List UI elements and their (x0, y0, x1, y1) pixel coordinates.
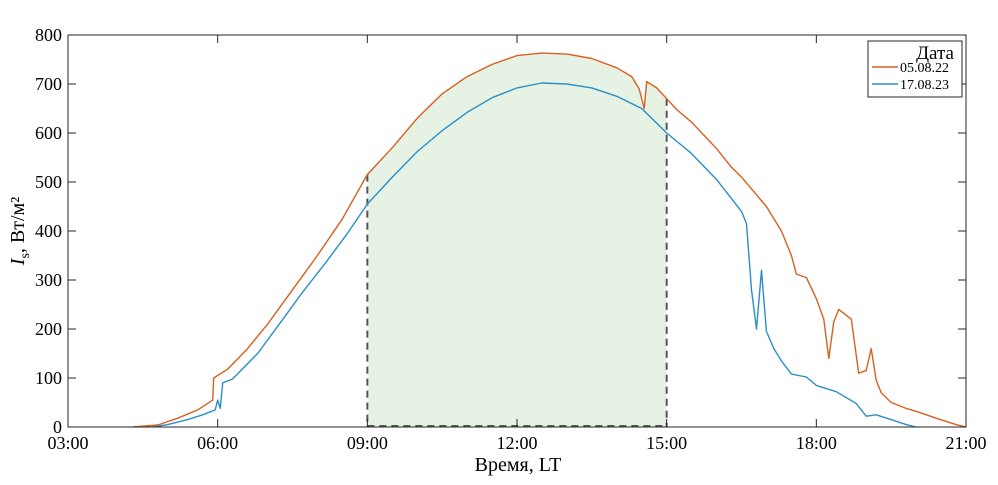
x-tick-label: 21:00 (945, 433, 986, 453)
series-line-2 (152, 82, 917, 428)
series-line-1 (132, 52, 967, 428)
y-tick-label: 600 (35, 123, 62, 143)
x-tick-label: 03:00 (47, 433, 88, 453)
y-tick-label: 300 (35, 270, 62, 290)
legend-box (867, 40, 963, 98)
x-tick-label: 09:00 (347, 433, 388, 453)
y-tick-label: 700 (35, 74, 62, 94)
x-tick-label: 12:00 (496, 433, 537, 453)
legend-title: Дата (916, 43, 954, 64)
y-axis-label: Is, Вт/м² (7, 197, 33, 266)
y-tick-label: 800 (35, 25, 62, 45)
y-tick-label: 100 (35, 368, 62, 388)
y-tick-label: 0 (53, 417, 62, 437)
shaded-region (367, 53, 667, 427)
y-tick-label: 400 (35, 221, 62, 241)
x-tick-label: 06:00 (197, 433, 238, 453)
x-axis-label: Время, LT (475, 454, 562, 476)
x-tick-label: 18:00 (796, 433, 837, 453)
legend-label-2: 17.08.23 (900, 78, 949, 93)
x-tick-label: 15:00 (646, 433, 687, 453)
y-tick-label: 200 (35, 319, 62, 339)
y-axis-label-unit: , Вт/м² (7, 197, 29, 253)
legend-label-1: 05.08.22 (900, 61, 949, 76)
y-axis-label-subscript: s (18, 253, 33, 258)
y-tick-label: 500 (35, 172, 62, 192)
y-axis-label-symbol: I (7, 257, 29, 266)
